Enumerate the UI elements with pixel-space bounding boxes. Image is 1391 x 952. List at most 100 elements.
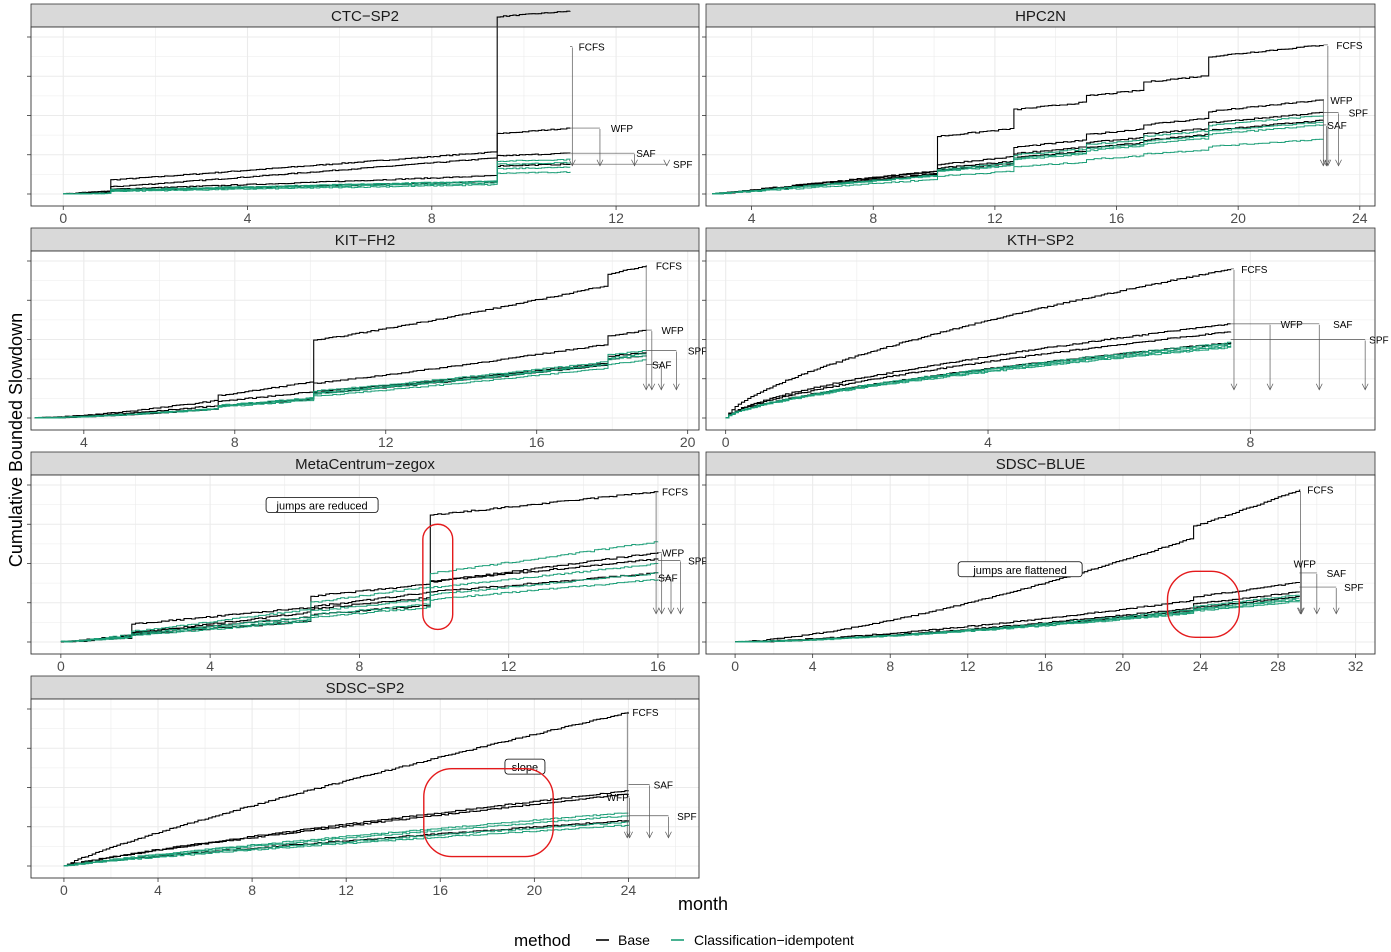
facet-title: KTH−SP2 bbox=[1007, 232, 1074, 249]
annotation-box bbox=[265, 497, 379, 513]
facet-title: SDSC−SP2 bbox=[326, 680, 405, 697]
x-tick-label: 12 bbox=[501, 658, 517, 674]
facet-3: KTH−SP2 0 4 8 FCFS WFP SAF SPF bbox=[702, 227, 1389, 450]
x-tick-label: 24 bbox=[1193, 658, 1209, 674]
series-line-base-saf bbox=[63, 152, 571, 195]
x-tick-label: 16 bbox=[432, 882, 448, 898]
series-end-label: WFP bbox=[662, 549, 685, 560]
series-line-classification-3 bbox=[725, 346, 1232, 419]
x-tick-label: 8 bbox=[248, 882, 256, 898]
facet-panels: CTC−SP2 0 4 8 12 FCFS WFP SAF SPF HPC2N 4 8 12 16 20 24… bbox=[27, 3, 1389, 898]
panel-border bbox=[30, 698, 700, 879]
annotation-text: jumps are reduced bbox=[276, 500, 368, 512]
series-end-label: SPF bbox=[1349, 108, 1368, 119]
x-tick-label: 0 bbox=[59, 210, 67, 226]
x-tick-label: 8 bbox=[356, 658, 364, 674]
plot-area bbox=[31, 251, 699, 430]
series-line-classification-2 bbox=[34, 355, 647, 419]
legend-label-classification: Classification−idempotent bbox=[694, 932, 854, 948]
x-tick-label: 4 bbox=[748, 210, 756, 226]
x-tick-label: 8 bbox=[886, 658, 894, 674]
label-arrowhead bbox=[652, 607, 660, 615]
x-tick-label: 0 bbox=[60, 882, 68, 898]
x-tick-label: 0 bbox=[722, 434, 730, 450]
label-arrowhead bbox=[658, 607, 665, 615]
series-line-base-wfp bbox=[60, 558, 659, 643]
label-arrowhead bbox=[1297, 607, 1304, 615]
facet-4: MetaCentrum−zegox 0 4 8 12 16 FCFS WFP SAF SPF jum… bbox=[27, 451, 708, 674]
x-tick-label: 4 bbox=[80, 434, 88, 450]
facet-title: HPC2N bbox=[1015, 8, 1066, 25]
series-end-label: WFP bbox=[611, 124, 634, 135]
series-end-label: SAF bbox=[654, 780, 673, 791]
series-end-label: WFP bbox=[1330, 96, 1353, 107]
label-arrowhead bbox=[1297, 607, 1305, 615]
series-line-classification-2 bbox=[712, 124, 1324, 195]
series-line-classification-3 bbox=[34, 359, 647, 419]
facet-title: KIT−FH2 bbox=[335, 232, 395, 249]
facet-title: MetaCentrum−zegox bbox=[295, 456, 435, 473]
facet-title: CTC−SP2 bbox=[331, 8, 399, 25]
label-arrowhead bbox=[663, 159, 671, 167]
plot-area bbox=[31, 699, 699, 878]
series-line-classification-3 bbox=[735, 601, 1300, 643]
x-tick-label: 0 bbox=[57, 658, 65, 674]
x-tick-label: 12 bbox=[378, 434, 394, 450]
facet-5: SDSC−BLUE 0 4 8 12 16 20 24 28 32 FCFS WFP SAF SPF jum… bbox=[702, 451, 1376, 674]
series-line-base-fcfs bbox=[735, 489, 1300, 643]
x-tick-label: 8 bbox=[428, 210, 436, 226]
x-tick-label: 28 bbox=[1270, 658, 1286, 674]
label-arrowhead bbox=[677, 607, 684, 615]
facet-2: KIT−FH2 4 8 12 16 20 FCFS WFP SAF SPF bbox=[27, 227, 707, 450]
series-line-classification-3 bbox=[63, 824, 629, 867]
panel-border bbox=[705, 474, 1376, 655]
series-line-classification-0 bbox=[60, 541, 659, 643]
series-end-label: FCFS bbox=[579, 42, 605, 53]
x-tick-label: 12 bbox=[987, 210, 1003, 226]
series-end-label: FCFS bbox=[662, 487, 688, 498]
panel-border bbox=[30, 250, 700, 431]
series-line-classification-1 bbox=[63, 161, 571, 195]
series-line-base-wfp bbox=[63, 127, 571, 195]
series-line-base-saf bbox=[735, 581, 1300, 643]
series-line-base-wfp bbox=[725, 323, 1231, 419]
x-tick-label: 4 bbox=[206, 658, 214, 674]
label-arrowhead bbox=[673, 383, 680, 391]
label-arrowhead bbox=[626, 831, 633, 839]
series-line-classification-1 bbox=[63, 815, 629, 867]
annotation-box bbox=[957, 561, 1083, 578]
x-tick-label: 4 bbox=[809, 658, 817, 674]
series-end-label: SPF bbox=[688, 556, 707, 567]
series-end-label: SAF bbox=[1333, 320, 1352, 331]
series-end-label: FCFS bbox=[1336, 41, 1362, 52]
series-line-base-fcfs bbox=[63, 712, 629, 867]
facet-0: CTC−SP2 0 4 8 12 FCFS WFP SAF SPF bbox=[27, 3, 700, 226]
x-tick-label: 4 bbox=[154, 882, 162, 898]
label-arrowhead bbox=[665, 831, 672, 839]
label-arrowhead bbox=[657, 383, 665, 391]
series-end-label: WFP bbox=[1281, 320, 1304, 331]
series-end-label: WFP bbox=[607, 793, 630, 804]
series-end-label: SPF bbox=[1344, 583, 1363, 594]
label-arrowhead bbox=[631, 159, 638, 167]
x-tick-label: 12 bbox=[608, 210, 624, 226]
x-tick-label: 20 bbox=[1230, 210, 1246, 226]
label-arrowhead bbox=[1230, 383, 1238, 391]
highlight-ellipse bbox=[422, 523, 454, 631]
series-line-base-saf bbox=[63, 790, 629, 867]
x-tick-label: 0 bbox=[731, 658, 739, 674]
series-line-base-wfp bbox=[712, 99, 1324, 195]
plot-area bbox=[706, 251, 1375, 430]
x-tick-label: 24 bbox=[1352, 210, 1368, 226]
label-arrowhead bbox=[1315, 383, 1323, 391]
label-arrowhead bbox=[1324, 159, 1332, 167]
series-end-label: SAF bbox=[652, 361, 671, 372]
label-arrowhead bbox=[1323, 159, 1330, 167]
x-tick-label: 16 bbox=[529, 434, 545, 450]
annotation-text: jumps are flattened bbox=[972, 565, 1067, 577]
x-tick-label: 4 bbox=[244, 210, 252, 226]
series-end-label: WFP bbox=[1294, 560, 1317, 571]
